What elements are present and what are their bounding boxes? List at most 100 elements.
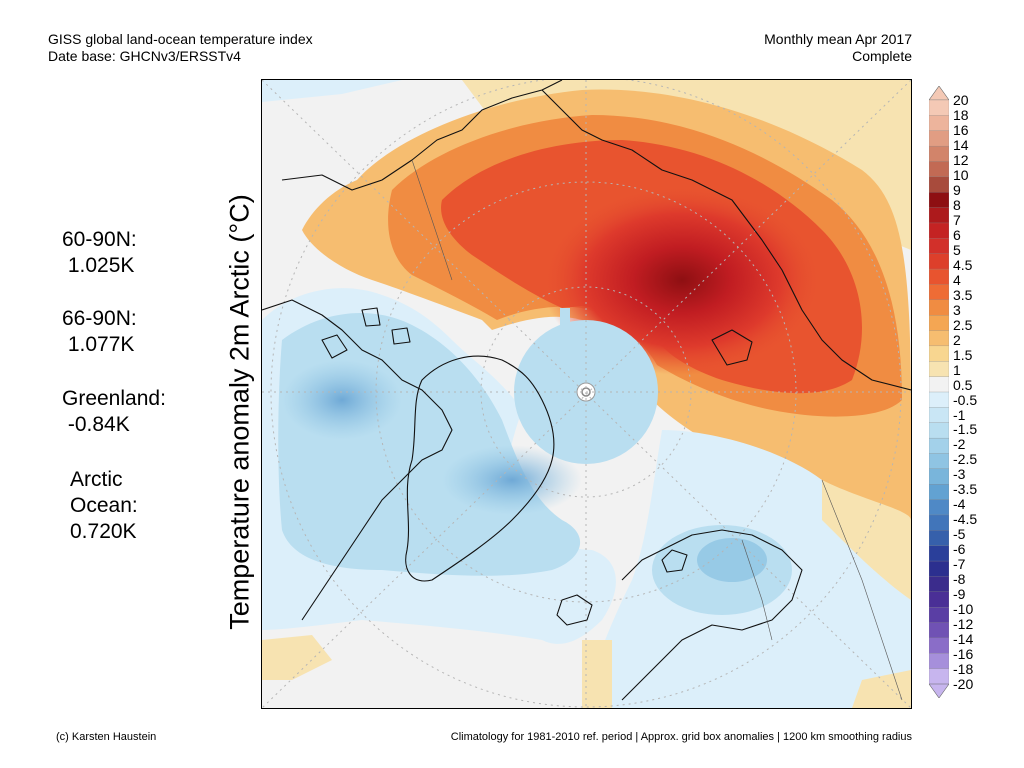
graticule xyxy=(262,80,911,708)
colorbar-tick-label: -4.5 xyxy=(953,511,978,528)
coastline-greenland xyxy=(405,355,555,582)
anomaly-map xyxy=(261,79,912,709)
colorbar-tick-label: -6 xyxy=(953,541,966,558)
colorbar-cell xyxy=(929,391,949,408)
colorbar-cell xyxy=(929,637,949,654)
colorbar-tick-label: 4 xyxy=(953,271,961,288)
stat-66-90n: 66-90N: 1.077K xyxy=(62,307,137,356)
coastlines xyxy=(262,80,911,701)
colorbar-tick-label: 3 xyxy=(953,301,961,318)
colorbar-cell xyxy=(929,468,949,485)
colorbar-tick-label: 6 xyxy=(953,226,961,243)
colorbar-tick-label: -14 xyxy=(953,631,974,648)
colorbar-tick-label: -20 xyxy=(953,676,974,692)
colorbar-tick-label: 16 xyxy=(953,121,969,138)
colorbar-labels: 20 18 16 14 12 10 9 8 7 6 5 4.5 4 3.5 3 2.5 2 1.5 1 0.5 -0.5… xyxy=(953,86,1013,698)
colorbar-tick-label: 12 xyxy=(953,151,969,168)
colorbar-cell xyxy=(929,576,949,593)
colorbar-tick-label: 14 xyxy=(953,136,969,153)
colorbar-tick-label: 8 xyxy=(953,196,961,213)
colorbar-cell xyxy=(929,560,949,577)
colorbar-cell xyxy=(929,330,949,347)
colorbar-cell xyxy=(929,284,949,301)
data-base-label: Date base: GHCNv3/ERSSTv4 xyxy=(48,48,241,64)
anomaly-region-pale-blue-nw xyxy=(262,80,402,102)
colorbar-tick-label: 0.5 xyxy=(953,376,973,393)
anomaly-region-pale-yellow-east-europe xyxy=(822,480,911,600)
colorbar-tick-label: 7 xyxy=(953,211,961,228)
colorbar-tick-label: -9 xyxy=(953,586,966,603)
coastline-canada xyxy=(262,299,453,621)
colorbar-cell xyxy=(929,607,949,623)
anomaly-region-cold-core-baffin xyxy=(282,360,402,440)
colorbar-cell xyxy=(929,484,949,501)
coastline-arctic-islands xyxy=(321,307,411,359)
colorbar-cell xyxy=(929,453,949,470)
colorbar-tick-label: -1 xyxy=(953,406,966,423)
border-scandinavia xyxy=(741,539,773,641)
colorbar-tick-label: -10 xyxy=(953,601,974,618)
colorbar-tick-label: 1.5 xyxy=(953,346,973,363)
colorbar-top-arrow xyxy=(929,86,949,101)
header-left: GISS global land-ocean temperature index… xyxy=(48,31,313,65)
colorbar-tick-label: -0.5 xyxy=(953,391,978,408)
stat-arctic-ocean: Arctic Ocean: 0.720K xyxy=(70,468,138,543)
anomaly-region-pale-yellow-se xyxy=(852,670,911,708)
colorbar-cell xyxy=(929,222,949,239)
colorbar-cell xyxy=(929,668,949,685)
colorbar-tick-label: -16 xyxy=(953,646,974,663)
coastline-novaya-zemlya xyxy=(711,329,753,366)
colorbar-cell xyxy=(929,192,949,209)
map-title: GISS global land-ocean temperature index xyxy=(48,31,313,47)
colorbar-tick-label: 2 xyxy=(953,331,961,348)
y-axis-label: Temperature anomaly 2m Arctic (°C) xyxy=(224,194,255,630)
colorbar-tick-label: 3.5 xyxy=(953,286,973,303)
colorbar-cell xyxy=(929,361,949,378)
period-label: Monthly mean Apr 2017 xyxy=(764,31,912,47)
colorbar-cell xyxy=(929,437,949,454)
anomaly-region-pale-yellow-atlantic xyxy=(582,640,612,708)
colorbar-cell xyxy=(929,545,949,562)
colorbar-tick-label: -4 xyxy=(953,496,966,513)
colorbar-bottom-arrow xyxy=(929,683,949,698)
colorbar-cell xyxy=(929,345,949,362)
colorbar-tick-label: -2 xyxy=(953,436,966,453)
colorbar-cell xyxy=(929,376,949,393)
border-alaska-canada xyxy=(411,159,453,281)
colorbar-cell xyxy=(929,207,949,224)
colorbar-tick-label: -7 xyxy=(953,556,966,573)
colorbar-tick-label: 10 xyxy=(953,166,969,183)
colorbar-tick-label: 1 xyxy=(953,361,961,378)
coastline-scandinavia xyxy=(621,529,803,701)
colorbar-tick-label: -8 xyxy=(953,571,966,588)
colorbar-tick-label: -5 xyxy=(953,526,966,543)
colorbar-tick-label: 20 xyxy=(953,92,969,108)
stat-60-90n: 60-90N: 1.025K xyxy=(62,228,137,277)
colorbar-tick-label: -18 xyxy=(953,661,974,677)
colorbar-cell xyxy=(929,253,949,270)
coastline-siberia xyxy=(541,89,911,391)
anomaly-region-cold-core-greenland xyxy=(442,445,582,515)
credit-label: (c) Karsten Haustein xyxy=(56,731,157,743)
colorbar-tick-label: -12 xyxy=(953,616,974,633)
colorbar-tick-label: -1.5 xyxy=(953,421,978,438)
colorbar-tick-label: 5 xyxy=(953,241,961,258)
colorbar-cell xyxy=(929,268,949,285)
colorbar-tick-label: -2.5 xyxy=(953,451,978,468)
colorbar-cell xyxy=(929,115,949,132)
map-svg xyxy=(262,80,911,708)
colorbar-cell xyxy=(929,422,949,439)
header-right: Monthly mean Apr 2017 Complete xyxy=(764,31,912,65)
colorbar-cell xyxy=(929,653,949,670)
colorbar-cell xyxy=(929,145,949,162)
colorbar-cell xyxy=(929,299,949,316)
colorbar-cell xyxy=(929,591,949,608)
colorbar-tick-label: 18 xyxy=(953,107,969,123)
colorbar-cell xyxy=(929,315,949,331)
colorbar-tick-label: -3.5 xyxy=(953,481,978,498)
colorbar-cells xyxy=(929,99,949,685)
colorbar-tick-label: 4.5 xyxy=(953,256,973,273)
colorbar-cell xyxy=(929,499,949,516)
colorbar-cell xyxy=(929,530,949,547)
colorbar-cell xyxy=(929,407,949,424)
